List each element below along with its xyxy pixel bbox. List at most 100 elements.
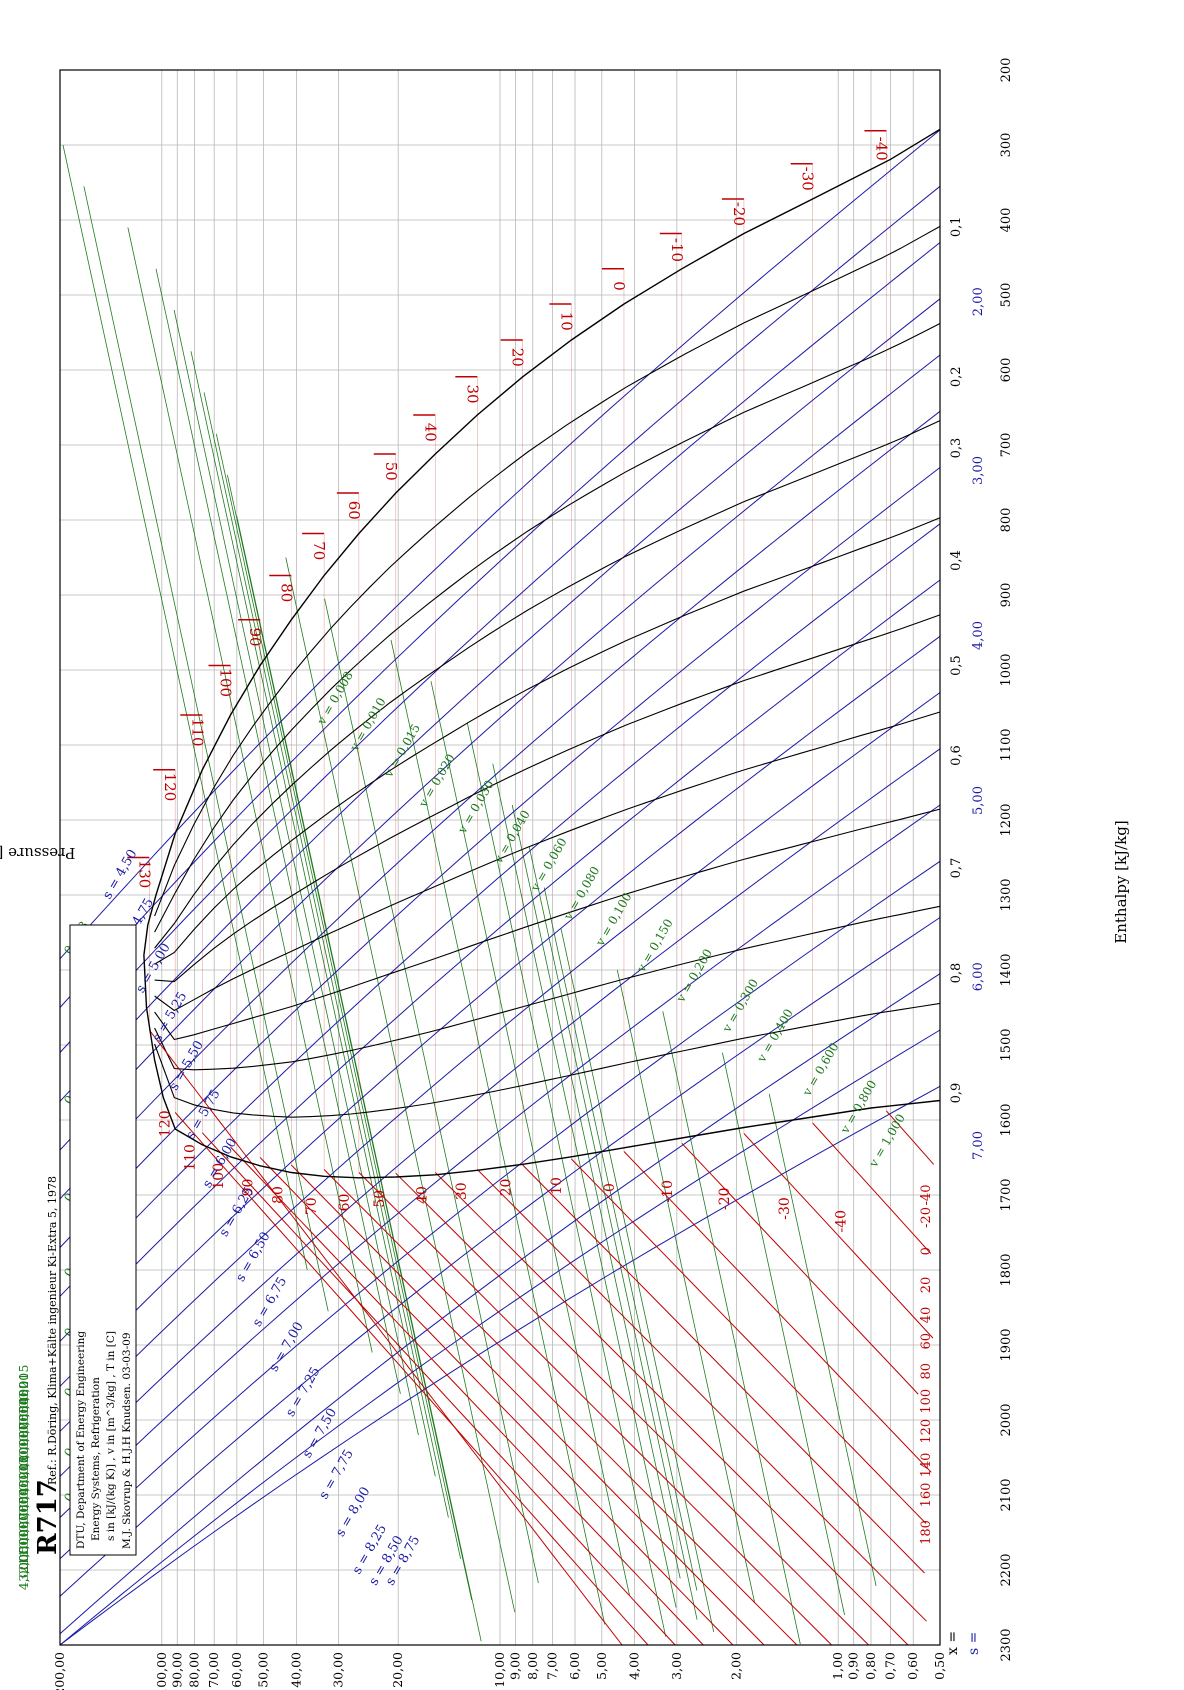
vapor-isotherm-label: 110 xyxy=(183,1144,199,1171)
isotherm-label: 70 xyxy=(310,541,328,560)
isotherm-label: -40 xyxy=(872,137,890,161)
isotherm-superheat xyxy=(148,1029,623,1646)
isochore-dome-label: v = 0,100 xyxy=(593,890,635,949)
y-tick-label: 3,00 xyxy=(669,1652,684,1680)
isentrope-line xyxy=(59,917,941,1597)
entropy-tick-label: 3,00 xyxy=(971,456,986,485)
isotherm-superheat xyxy=(623,1151,932,1473)
isotherm-superheat xyxy=(230,1146,704,1646)
top-isotherm-label: 120 xyxy=(919,1419,934,1444)
isentrope-label: s = 5,25 xyxy=(150,990,190,1045)
isochore-right-label: 1,500 xyxy=(16,1530,31,1566)
x-tick-label: 2000 xyxy=(999,1403,1014,1436)
isochore-line xyxy=(324,598,539,1584)
isochore-right-label: 1,000 xyxy=(16,1521,31,1557)
isochore-right-label: 4,000 xyxy=(16,1554,31,1590)
isotherm-superheat xyxy=(358,1172,832,1646)
y-tick-label: 50,00 xyxy=(256,1652,271,1688)
x-tick-label: 500 xyxy=(999,283,1014,308)
x-tick-label: 600 xyxy=(999,358,1014,383)
plot-frame xyxy=(59,69,941,1646)
quality-line xyxy=(154,323,941,933)
y-tick-label: 60,00 xyxy=(229,1652,244,1688)
isochore-right-label: 0,500 xyxy=(16,1480,31,1516)
x-tick-label: 1300 xyxy=(999,878,1014,911)
x-tick-label: 300 xyxy=(999,133,1014,158)
y-tick-label: 200,00 xyxy=(52,1652,67,1690)
isochore-dome-label: v = 0,080 xyxy=(560,864,602,923)
isentrope-line xyxy=(59,298,941,1102)
vapor-isotherm-label: 120 xyxy=(157,1110,173,1137)
y-tick-label: 70,00 xyxy=(206,1652,221,1688)
y-tick-label: 20,00 xyxy=(390,1652,405,1688)
y-axis-title: Pressure [Bar] xyxy=(0,844,75,862)
entropy-tick-label: 6,00 xyxy=(971,962,986,991)
entropy-tick-label: 7,00 xyxy=(971,1131,986,1160)
isentrope-label: s = 8,00 xyxy=(333,1485,373,1540)
top-isotherm-label: -40 xyxy=(919,1185,934,1206)
x-tick-label: 1600 xyxy=(999,1103,1014,1136)
top-isotherm-label: 60 xyxy=(919,1333,934,1350)
isochore-dome-label: v = 0,200 xyxy=(673,947,715,1006)
top-isotherm-label: 40 xyxy=(919,1307,934,1324)
top-isotherm-label: 180 xyxy=(919,1520,934,1545)
isotherm-label: 50 xyxy=(382,462,400,481)
vapor-isotherm-label: 30 xyxy=(454,1182,470,1200)
isochore-right-label: 0,900 xyxy=(16,1513,31,1549)
quality-line xyxy=(154,420,941,949)
quality-tick-label: 0,4 xyxy=(949,550,964,571)
y-tick-label: 4,00 xyxy=(627,1652,642,1680)
saturation-dome xyxy=(143,128,941,1179)
isentrope-label: s = 6,75 xyxy=(250,1275,290,1330)
isochore-right-label: 0,400 xyxy=(16,1472,31,1508)
x-tick-label: 900 xyxy=(999,583,1014,608)
vapor-isotherm-label: 70 xyxy=(304,1197,320,1215)
isochore-right-label: 0,015 xyxy=(16,1365,31,1401)
isochore-line xyxy=(62,144,308,1271)
isentrope-line xyxy=(59,579,941,1342)
x-tick-label: 2100 xyxy=(999,1478,1014,1511)
isotherm-label: -10 xyxy=(668,238,686,262)
isentrope-label: s = 5,00 xyxy=(133,941,173,996)
y-tick-label: 2,00 xyxy=(728,1652,743,1680)
vapor-isotherm-label: 90 xyxy=(240,1179,256,1197)
isotherm-lines xyxy=(127,130,935,1646)
isochore-dome-label: v = 0,400 xyxy=(754,1007,796,1066)
x-tick-label: 1100 xyxy=(999,728,1014,761)
isotherm-superheat xyxy=(323,1169,798,1646)
isochore-right-label: 0,060 xyxy=(16,1406,31,1442)
y-tick-label: 0,90 xyxy=(846,1652,861,1680)
quality-tick-label: 0,7 xyxy=(949,858,964,879)
x-tick-label: 700 xyxy=(999,433,1014,458)
isotherm-superheat xyxy=(681,1142,919,1395)
chart-subtitle: Ref.: R.Döring, Klima+Kälte ingenieur Ki… xyxy=(46,1176,59,1485)
y-tick-label: 40,00 xyxy=(288,1652,303,1688)
quality-line xyxy=(154,711,941,1012)
vapor-isotherm-label: 10 xyxy=(549,1177,565,1195)
y-tick-label: 5,00 xyxy=(594,1652,609,1680)
x-tick-label: 1900 xyxy=(999,1328,1014,1361)
x-tick-label: 800 xyxy=(999,508,1014,533)
isochore-line xyxy=(560,928,715,1632)
title-block: R717 Ref.: R.Döring, Klima+Kälte ingenie… xyxy=(33,924,137,1556)
vapor-isotherm-label: -10 xyxy=(660,1180,676,1203)
info-box xyxy=(69,924,137,1556)
isochore-dome-label: v = 0,040 xyxy=(491,808,533,867)
isotherm-label: 120 xyxy=(161,773,179,802)
isochore-right-label: 3,000 xyxy=(16,1546,31,1582)
isochore-line xyxy=(173,309,419,1436)
isochore-line xyxy=(528,846,698,1620)
isotherm-label: 20 xyxy=(509,348,527,367)
quality-tick-label: 0,3 xyxy=(949,438,964,459)
top-isotherm-label: 160 xyxy=(919,1483,934,1508)
isochore-line xyxy=(83,186,329,1312)
isochore-line xyxy=(616,969,756,1603)
quality-line xyxy=(154,1002,941,1118)
quality-prefix: x = xyxy=(945,1631,961,1655)
top-isotherm-label: 140 xyxy=(919,1453,934,1478)
chart-title: R717 xyxy=(33,1479,63,1555)
info-line-4: M.J. Skovrup & H.J.H Knudsen. 03-03-09 xyxy=(121,1332,133,1549)
y-tick-label: 0,70 xyxy=(883,1652,898,1680)
vapor-isotherm-label: -20 xyxy=(717,1187,733,1210)
y-tick-label: 0,60 xyxy=(905,1652,920,1680)
